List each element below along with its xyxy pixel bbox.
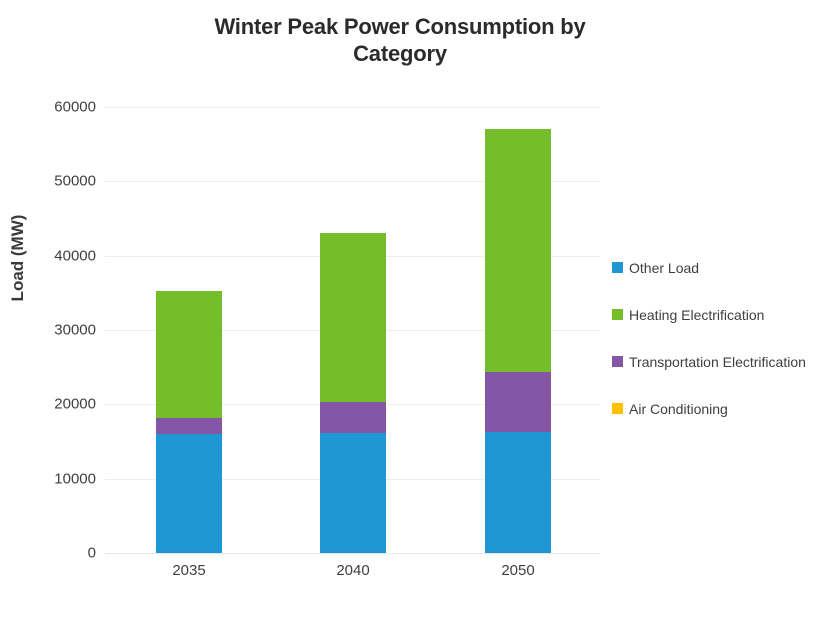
gridline-60000: [105, 107, 600, 108]
x-tick-label-2035: 2035: [172, 562, 206, 579]
gridline-50000: [105, 181, 600, 183]
bar-segment[interactable]: [320, 233, 386, 403]
chart-legend: Other Load Heating Electrification Transpo…: [612, 244, 824, 432]
legend-swatch-icon: [612, 403, 623, 414]
x-tick-label-2050: 2050: [501, 562, 535, 579]
legend-item[interactable]: Air Conditioning: [612, 385, 824, 432]
bars-layer: [105, 107, 600, 553]
x-axis-tick-labels: 2035 2040 2050: [105, 562, 600, 588]
y-tick-label-40000: 40000: [54, 247, 96, 265]
legend-item[interactable]: Other Load: [612, 244, 824, 291]
y-axis-tick-labels: 0 10000 20000 30000 40000 50000 60000: [6, 99, 96, 562]
y-tick-label-60000: 60000: [54, 98, 96, 116]
bar-group-2040[interactable]: [320, 107, 386, 553]
legend-item-label: Heating Electrification: [629, 306, 765, 323]
plot-area: [105, 107, 600, 554]
legend-swatch-icon: [612, 262, 623, 273]
legend-item-label: Transportation Electrification: [629, 353, 806, 370]
y-tick-label-50000: 50000: [54, 172, 96, 190]
bar-group-2050[interactable]: [485, 107, 551, 553]
bar-segment[interactable]: [485, 372, 551, 432]
gridline-0: [105, 553, 600, 554]
chart-title-line-1: Winter Peak Power Consumption by: [214, 14, 586, 39]
y-tick-label-30000: 30000: [54, 321, 96, 339]
legend-item[interactable]: Transportation Electrification: [612, 338, 824, 385]
x-tick-label-2040: 2040: [336, 562, 370, 579]
legend-item[interactable]: Heating Electrification: [612, 291, 824, 338]
legend-swatch-icon: [612, 309, 623, 320]
bar-segment[interactable]: [320, 432, 386, 553]
legend-item-label: Other Load: [629, 259, 700, 276]
bar-group-2035[interactable]: [156, 107, 222, 553]
bar-segment[interactable]: [156, 434, 222, 553]
legend-swatch-icon: [612, 356, 623, 367]
bar-segment[interactable]: [485, 129, 551, 373]
chart-title-line-2: Category: [353, 40, 447, 66]
chart-title: Winter Peak Power Consumption by Categor…: [120, 14, 680, 68]
bar-segment[interactable]: [320, 402, 386, 433]
legend-item-label: Air Conditioning: [629, 400, 728, 417]
y-tick-label-10000: 10000: [54, 470, 96, 488]
bar-segment[interactable]: [156, 417, 222, 435]
bar-segment[interactable]: [485, 431, 551, 553]
bar-segment[interactable]: [156, 291, 222, 418]
y-tick-label-0: 0: [87, 544, 96, 562]
y-tick-label-20000: 20000: [54, 395, 96, 413]
